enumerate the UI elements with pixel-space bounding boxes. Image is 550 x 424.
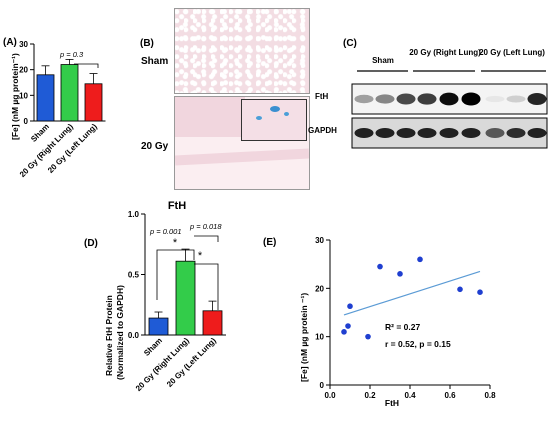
band-gapdh — [461, 128, 481, 138]
group-label-sham: Sham — [372, 56, 394, 65]
iron-stain-spot — [270, 106, 280, 112]
y-tick-label: 0.0 — [128, 331, 140, 340]
band-fth — [506, 95, 526, 103]
panel-a-pvalue: p = 0.3 — [59, 50, 84, 59]
panel-b: (B) Sham 20 Gy — [138, 0, 310, 200]
scatter-point — [347, 303, 353, 310]
scatter-point — [345, 323, 351, 329]
band-gapdh — [439, 128, 459, 138]
tissue-region — [175, 97, 245, 137]
x-tick-label: 0.2 — [364, 391, 376, 400]
y-tick-label: 20 — [19, 66, 28, 75]
y-tick-label: 20 — [315, 284, 324, 293]
tissue-strip — [175, 148, 309, 166]
band-gapdh — [506, 128, 526, 138]
y-tick-label: 10 — [315, 333, 324, 342]
panel-e-ylabel: [Fe] (nM µg protein ⁻¹) — [299, 293, 309, 382]
band-gapdh — [527, 128, 547, 138]
scatter-point — [417, 256, 423, 263]
panel-e-xlabel: FtH — [385, 398, 399, 408]
x-tick-label: 20 Gy (Left Lung) — [165, 336, 218, 389]
x-tick-label: 0.4 — [404, 391, 416, 400]
bar-0 — [36, 74, 55, 122]
panel-a-significance-bracket — [74, 63, 99, 68]
histology-20gy-image — [174, 96, 310, 190]
y-tick-label: 0 — [320, 381, 325, 390]
bar-2 — [84, 83, 103, 122]
row-label-gapdh: GAPDH — [308, 126, 337, 135]
scatter-point — [477, 289, 483, 295]
scatter-point — [377, 263, 383, 270]
iron-stain-spot — [256, 116, 262, 120]
x-tick-label: 0.8 — [484, 391, 496, 400]
histology-sham-image — [174, 8, 310, 94]
panel-d-bracket-2-top — [194, 235, 219, 242]
panel-e-r2: R² = 0.27 — [385, 322, 420, 332]
band-fth — [396, 93, 416, 105]
row-label-fth: FtH — [315, 92, 329, 101]
panel-d-ylabel-line2: (Normalized to GAPDH) — [115, 285, 125, 380]
x-tick-label: 0.0 — [324, 391, 336, 400]
panel-d-ylabel-line1: Relative FtH Protein — [104, 295, 114, 376]
scatter-point — [341, 329, 347, 335]
group-label-left-lung: 20 Gy (Left Lung) — [479, 48, 545, 57]
panel-a-ylabel: [Fe] (nM µg protein⁻¹) — [10, 53, 20, 140]
panel-c-letter: (C) — [343, 38, 357, 49]
panel-e-letter: (E) — [263, 237, 276, 248]
zoom-inset — [241, 99, 307, 141]
panel-d-pvalue-2: p = 0.018 — [189, 222, 222, 231]
y-tick-label: 0 — [24, 117, 29, 126]
bar-1 — [60, 64, 79, 122]
panel-a-letter: (A) — [3, 37, 17, 48]
regression-line — [343, 270, 481, 316]
band-gapdh — [396, 128, 416, 138]
band-fth — [439, 92, 459, 106]
panel-b-row-label-20gy: 20 Gy — [141, 141, 169, 152]
panel-d-pvalue-1: p = 0.001 — [149, 227, 182, 236]
panel-d-letter: (D) — [84, 238, 98, 249]
iron-stain-spot — [284, 112, 289, 116]
panel-c-western-blot: (C) Sham 20 Gy (Right Lung) 20 Gy (Left … — [308, 38, 548, 149]
y-tick-label: 1.0 — [128, 210, 140, 219]
panel-d-star-2: * — [198, 250, 203, 262]
panel-d-title: FtH — [168, 200, 186, 212]
band-fth — [417, 93, 437, 105]
band-fth — [375, 94, 395, 104]
panel-b-row-label-sham: Sham — [141, 56, 169, 67]
y-tick-label: 0.5 — [128, 271, 140, 280]
bar-1 — [175, 260, 196, 336]
scatter-point — [365, 333, 371, 340]
y-tick-label: 30 — [315, 236, 324, 245]
x-tick-label: Sham — [29, 122, 51, 144]
scatter-point — [457, 286, 463, 293]
x-tick-label: Sham — [142, 336, 164, 358]
scatter-point — [397, 271, 403, 277]
panel-e-r-stat: r = 0.52, p = 0.15 — [385, 339, 451, 349]
band-fth — [485, 95, 505, 103]
bar-0 — [148, 317, 169, 336]
band-gapdh — [354, 128, 374, 138]
x-tick-label: 0.6 — [444, 391, 456, 400]
group-label-right-lung: 20 Gy (Right Lung) — [409, 48, 481, 57]
band-gapdh — [417, 128, 437, 138]
band-gapdh — [485, 128, 505, 138]
band-fth — [461, 92, 481, 106]
panel-e-chart: (E) [Fe] (nM µg protein ⁻¹) 0 10 20 30 0.0 0.… — [263, 236, 496, 408]
y-tick-label: 30 — [19, 40, 28, 49]
panel-d-star-1: * — [173, 237, 178, 249]
band-fth — [527, 93, 547, 105]
panel-d-chart: FtH (D) Relative FtH Protein (Normalized… — [84, 200, 226, 393]
bar-2 — [202, 310, 223, 336]
band-gapdh — [375, 128, 395, 138]
band-fth — [354, 94, 374, 104]
panel-b-letter: (B) — [140, 38, 154, 49]
panel-d-bracket-1 — [156, 249, 195, 300]
panel-d-bracket-2 — [194, 263, 219, 310]
y-tick-label: 10 — [19, 91, 28, 100]
